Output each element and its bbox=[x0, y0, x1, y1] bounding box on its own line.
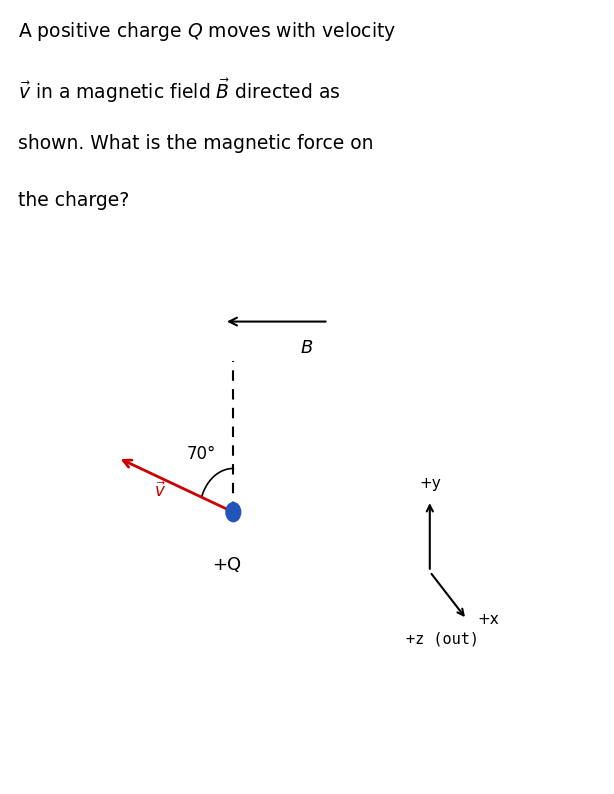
Text: +Q: +Q bbox=[212, 556, 242, 574]
Text: 70°: 70° bbox=[187, 445, 216, 463]
Text: $B$: $B$ bbox=[300, 339, 314, 357]
Text: A positive charge $Q$ moves with velocity: A positive charge $Q$ moves with velocit… bbox=[18, 20, 397, 43]
Text: +y: +y bbox=[419, 476, 441, 491]
Text: the charge?: the charge? bbox=[18, 191, 130, 210]
Text: shown. What is the magnetic force on: shown. What is the magnetic force on bbox=[18, 134, 374, 153]
Circle shape bbox=[226, 503, 241, 522]
Text: +z (out): +z (out) bbox=[406, 631, 478, 646]
Text: +x: +x bbox=[478, 612, 500, 627]
Text: $\vec{v}$: $\vec{v}$ bbox=[154, 482, 166, 501]
Text: $\vec{v}$ in a magnetic field $\vec{B}$ directed as: $\vec{v}$ in a magnetic field $\vec{B}$ … bbox=[18, 77, 341, 105]
